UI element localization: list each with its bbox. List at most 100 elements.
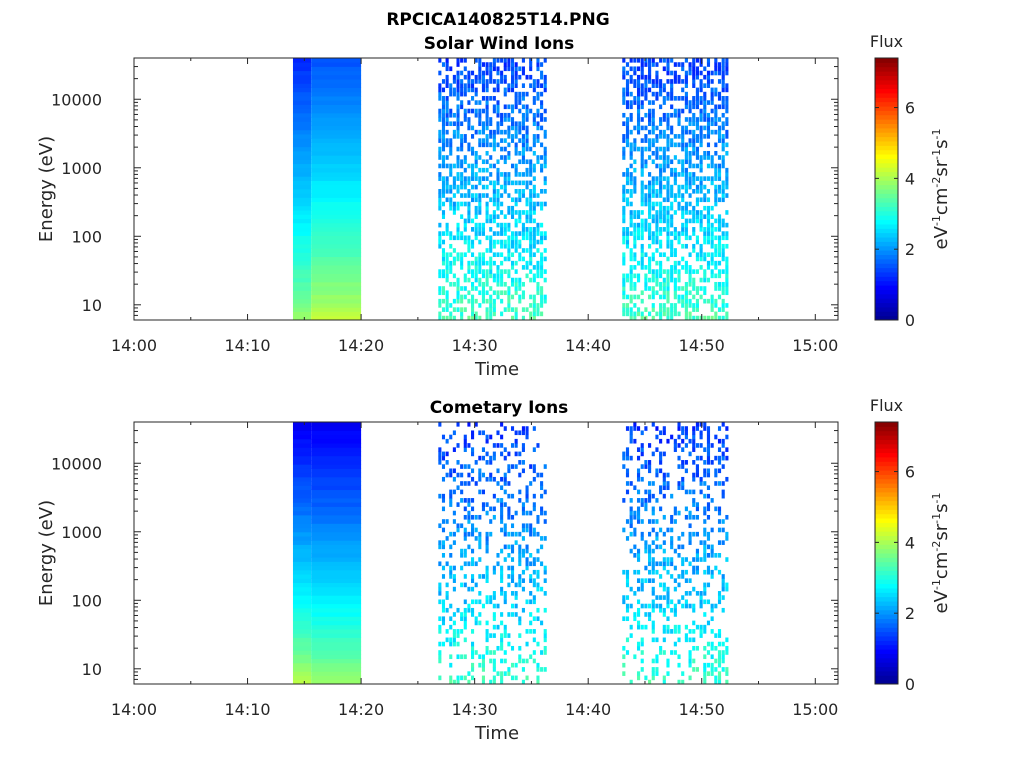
heatmap-cell [471, 281, 475, 287]
heatmap-cell [492, 679, 496, 685]
heatmap-cell [452, 574, 456, 579]
heatmap-cell [543, 565, 547, 571]
heatmap-cell [474, 620, 478, 626]
heatmap-cell [670, 193, 674, 198]
heatmap-cell [622, 58, 626, 63]
heatmap-cell [438, 447, 442, 452]
heatmap-cell [625, 472, 630, 478]
heatmap-cell [648, 193, 652, 198]
heatmap-cell [292, 595, 312, 600]
heatmap-cell [532, 100, 536, 105]
heatmap-cell [492, 184, 496, 190]
heatmap-cell [467, 498, 471, 503]
heatmap-cell [648, 498, 652, 503]
heatmap-cell [438, 493, 442, 499]
heatmap-cell [699, 70, 703, 76]
heatmap-cell [467, 180, 471, 186]
heatmap-cell [529, 531, 533, 537]
heatmap-cell [510, 235, 515, 241]
heatmap-cell [640, 658, 644, 664]
heatmap-cell [503, 290, 507, 296]
heatmap-cell [311, 197, 362, 203]
heatmap-cell [536, 79, 540, 84]
heatmap-cell [681, 193, 685, 198]
heatmap-cell [460, 214, 464, 219]
heatmap-cell [644, 460, 648, 465]
heatmap-cell [441, 574, 446, 579]
heatmap-cell [500, 70, 504, 76]
heatmap-cell [721, 493, 725, 499]
heatmap-cell [651, 671, 655, 676]
heatmap-cell [710, 315, 714, 321]
heatmap-cell [441, 434, 446, 440]
heatmap-cell [655, 146, 659, 152]
heatmap-cell [500, 679, 504, 685]
heatmap-cell [695, 146, 699, 152]
heatmap-cell [629, 100, 633, 105]
heatmap-cell [633, 79, 637, 84]
heatmap-cell [492, 443, 496, 448]
heatmap-cell [507, 667, 511, 672]
heatmap-cell [710, 548, 714, 554]
heatmap-cell [463, 235, 467, 241]
heatmap-cell [510, 307, 515, 312]
heatmap-cell [500, 281, 504, 287]
heatmap-cell [518, 150, 522, 156]
heatmap-cell [518, 460, 522, 465]
heatmap-cell [507, 290, 511, 296]
heatmap-cell [532, 277, 536, 283]
y-tick-label: 10000 [51, 90, 102, 109]
heatmap-cell [662, 548, 666, 554]
heatmap-cell [629, 519, 633, 524]
heatmap-cell [441, 87, 446, 93]
heatmap-cell [292, 679, 312, 685]
heatmap-cell [688, 265, 692, 270]
heatmap-cell [648, 205, 652, 211]
heatmap-cell [514, 218, 518, 224]
heatmap-cell [525, 426, 529, 431]
heatmap-cell [543, 117, 547, 122]
colorbar-segment [875, 132, 898, 138]
heatmap-cell [311, 87, 362, 93]
heatmap-cell [471, 451, 475, 457]
heatmap-cell [521, 443, 525, 448]
heatmap-cell [445, 58, 449, 63]
heatmap-cell [492, 658, 496, 664]
heatmap-cell [441, 125, 446, 131]
heatmap-cell [485, 451, 489, 457]
heatmap-cell [717, 129, 722, 135]
heatmap-cell [684, 180, 688, 186]
heatmap-cell [673, 108, 677, 114]
heatmap-cell [695, 422, 699, 427]
heatmap-cell [625, 536, 630, 541]
heatmap-cell [721, 155, 725, 160]
heatmap-cell [525, 214, 529, 219]
y-axis-label: Energy (eV) [36, 136, 57, 242]
heatmap-cell [651, 624, 655, 630]
heatmap-cell [485, 650, 489, 655]
heatmap-cell [485, 96, 489, 101]
heatmap-cell [662, 476, 666, 482]
heatmap-cell [503, 599, 507, 605]
heatmap-cell [485, 235, 489, 241]
heatmap-cell [525, 493, 529, 499]
heatmap-cell [622, 671, 626, 676]
heatmap-cell [659, 180, 663, 186]
heatmap-cell [525, 523, 529, 529]
heatmap-cell [456, 58, 460, 63]
heatmap-cell [292, 607, 312, 613]
heatmap-cell [644, 464, 648, 469]
heatmap-cell [311, 134, 362, 139]
heatmap-cell [525, 260, 529, 266]
colorbar-segment [875, 548, 898, 554]
heatmap-cell [496, 167, 500, 173]
heatmap-cell [644, 58, 648, 63]
heatmap-cell [703, 629, 707, 634]
heatmap-cell [485, 218, 489, 224]
heatmap-cell [507, 612, 511, 617]
heatmap-cell [456, 129, 460, 135]
heatmap-cell [311, 624, 362, 630]
heatmap-cell [467, 243, 471, 249]
heatmap-cell [725, 96, 729, 101]
heatmap-cell [507, 303, 511, 308]
